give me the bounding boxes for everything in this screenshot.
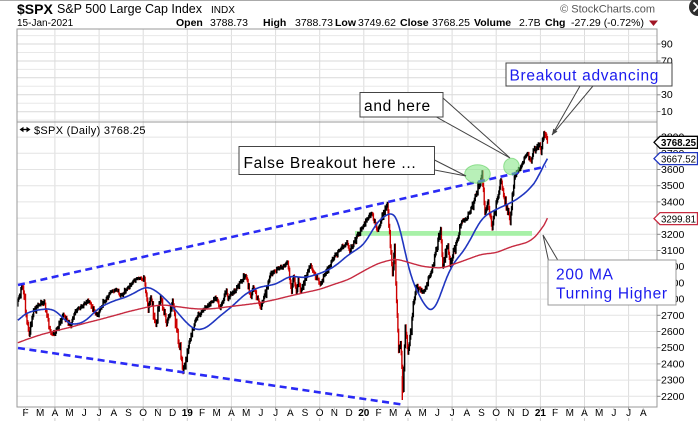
svg-text:F: F [199, 408, 205, 419]
svg-text:10: 10 [661, 106, 673, 118]
svg-text:J: J [450, 408, 455, 419]
svg-text:O: O [316, 408, 324, 419]
svg-text:M: M [36, 408, 44, 419]
svg-text:3200: 3200 [661, 229, 685, 241]
svg-text:3100: 3100 [661, 245, 685, 257]
svg-text:S: S [302, 408, 309, 419]
svg-text:INDX: INDX [211, 5, 235, 16]
svg-text:F: F [22, 408, 28, 419]
svg-text:S&P 500 Large Cap Index: S&P 500 Large Cap Index [57, 2, 203, 16]
svg-text:O: O [492, 408, 500, 419]
svg-text:Turning Higher: Turning Higher [556, 286, 668, 303]
svg-text:70: 70 [661, 56, 673, 68]
svg-text:A: A [405, 408, 412, 419]
svg-text:J: J [435, 408, 440, 419]
svg-text:$SPX: $SPX [17, 1, 53, 17]
svg-text:A: A [640, 408, 647, 419]
svg-text:F: F [375, 408, 381, 419]
svg-text:J: J [273, 408, 278, 419]
svg-text:15-Jan-2021: 15-Jan-2021 [17, 18, 74, 29]
svg-text:3667.52: 3667.52 [661, 153, 696, 165]
svg-text:F: F [552, 408, 558, 419]
svg-text:M: M [242, 408, 250, 419]
svg-text:High: High [263, 17, 286, 29]
svg-text:M: M [566, 408, 574, 419]
svg-text:J: J [97, 408, 102, 419]
svg-text:2300: 2300 [661, 375, 685, 387]
svg-text:20: 20 [358, 408, 370, 419]
svg-text:J: J [82, 408, 87, 419]
svg-text:2700: 2700 [661, 310, 685, 322]
svg-text:© StockCharts.com: © StockCharts.com [560, 4, 655, 16]
svg-text:Low: Low [335, 17, 357, 29]
svg-text:M: M [65, 408, 73, 419]
svg-text:3400: 3400 [661, 196, 685, 208]
svg-text:J: J [626, 408, 631, 419]
svg-text:3768.25: 3768.25 [432, 17, 470, 29]
svg-text:21: 21 [535, 408, 547, 419]
svg-text:A: A [581, 408, 588, 419]
svg-text:S: S [125, 408, 132, 419]
svg-text:3749.62: 3749.62 [358, 17, 396, 29]
svg-text:A: A [110, 408, 117, 419]
svg-text:S: S [478, 408, 485, 419]
svg-text:90: 90 [661, 39, 673, 51]
svg-text:O: O [139, 408, 147, 419]
svg-text:A: A [287, 408, 294, 419]
svg-text:and here: and here [364, 98, 431, 115]
svg-text:30: 30 [661, 89, 673, 101]
svg-text:A: A [52, 408, 59, 419]
svg-text:2400: 2400 [661, 358, 685, 370]
svg-text:J: J [611, 408, 616, 419]
svg-text:M: M [595, 408, 603, 419]
svg-text:3600: 3600 [661, 164, 685, 176]
svg-text:D: D [169, 408, 176, 419]
svg-text:False Breakout here ...: False Breakout here ... [244, 155, 417, 172]
svg-text:N: N [331, 408, 338, 419]
svg-text:D: D [345, 408, 352, 419]
svg-text:-27.29 (-0.72%): -27.29 (-0.72%) [571, 17, 644, 29]
svg-text:2.7B: 2.7B [519, 17, 541, 29]
svg-text:3299.81: 3299.81 [661, 213, 696, 225]
svg-text:A: A [463, 408, 470, 419]
svg-text:3500: 3500 [661, 180, 685, 192]
svg-text:N: N [507, 408, 514, 419]
svg-text:M: M [419, 408, 427, 419]
svg-text:N: N [154, 408, 161, 419]
svg-text:3788.73: 3788.73 [295, 17, 333, 29]
svg-text:Volume: Volume [474, 17, 511, 29]
svg-text:$SPX (Daily) 3768.25: $SPX (Daily) 3768.25 [34, 125, 146, 137]
svg-text:D: D [522, 408, 529, 419]
svg-text:A: A [228, 408, 235, 419]
svg-text:Open: Open [176, 17, 203, 29]
svg-text:Breakout advancing: Breakout advancing [510, 68, 660, 85]
svg-text:Chg: Chg [545, 17, 565, 29]
svg-text:19: 19 [182, 408, 194, 419]
svg-text:M: M [213, 408, 221, 419]
svg-text:200 MA: 200 MA [556, 267, 614, 284]
svg-text:M: M [389, 408, 397, 419]
svg-text:3788.73: 3788.73 [210, 17, 248, 29]
svg-text:3768.25: 3768.25 [661, 137, 696, 149]
svg-text:Close: Close [400, 17, 429, 29]
svg-text:2200: 2200 [661, 391, 685, 403]
svg-text:J: J [258, 408, 263, 419]
svg-text:2500: 2500 [661, 342, 685, 354]
svg-text:2600: 2600 [661, 326, 685, 338]
